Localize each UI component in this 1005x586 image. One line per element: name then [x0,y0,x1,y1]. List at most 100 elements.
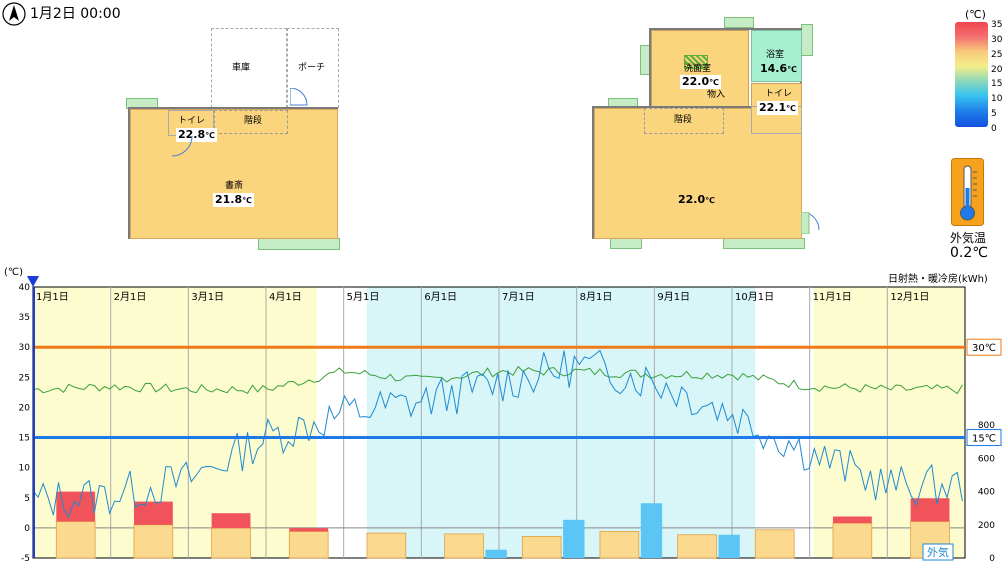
threshold-box [966,338,1002,356]
solar-bar [599,531,640,559]
y-tick-label: 25 [19,373,30,383]
cooling-season-band [366,287,756,558]
deck-bottom-right-f2 [723,238,805,249]
month-label: 4月1日 [269,291,302,303]
annual-chart: 1月1日 2月1日 3月1日 4月1日 5月1日 6月1日 7月1日 8月1日 9月1日 10月1… [19,283,1002,564]
outdoor-temp-line [32,349,963,519]
y-tick-label: 40 [19,283,31,293]
heating-bar [211,513,251,529]
legend-tick: 10 [991,94,1003,105]
washroom-label: 洗面室 [684,64,712,74]
solar-bar [211,527,251,559]
threshold-label: 30℃ [972,343,996,354]
bath-temp: 14.6℃ [760,62,797,75]
y-tick-label: 15 [19,434,30,444]
cooling-bar [485,549,507,558]
heating-bar [832,516,872,524]
solar-bar [288,531,329,559]
month-label: 9月1日 [657,291,690,303]
toilet-f1-temp: 22.8℃ [176,128,217,142]
solar-bar [444,533,484,559]
y-tick-label: 30 [19,343,31,353]
month-label: 7月1日 [502,291,535,303]
solar-bar [832,522,873,559]
month-label: 11月1日 [813,291,852,303]
y2-tick-label: 800 [978,421,995,431]
toilet-door-icon [171,135,194,162]
outdoor-series-label: 外気 [927,545,949,559]
deck-bottom-left-f2 [610,238,642,249]
legend-tick: 0 [991,124,997,134]
legend-tick: 25 [991,49,1003,60]
heating-bar [289,528,329,532]
deck-bottom [258,238,340,250]
storage-label: 物入 [707,90,726,100]
outdoor-series-box [922,543,954,561]
legend-tick: 35 [991,20,1003,30]
outdoor-label: 外気温 [950,231,987,245]
y2-tick-label: 600 [978,454,995,464]
heating-bar [910,498,950,522]
month-label: 3月1日 [191,291,224,303]
stairs-f2-label: 階段 [674,115,693,125]
compass-north-icon [2,2,26,26]
time-slider-handle[interactable] [27,273,39,292]
bath-label: 浴室 [766,50,785,60]
outdoor-temp: 0.2℃ [950,245,988,261]
study-temp: 21.8℃ [213,193,254,207]
y2-tick-label: 0 [989,554,995,564]
washroom-temp: 22.0℃ [680,75,721,89]
y-tick-label: 5 [24,494,30,504]
y2-tick-label: 200 [978,521,995,531]
y-unit-label: (℃) [4,267,24,278]
heating-bar [133,501,173,525]
thermometer-icon [951,158,984,226]
legend-colorbar [955,22,988,127]
legend-unit: (℃) [965,8,986,21]
threshold-box [966,429,1002,447]
washroom-hatch-icon [684,55,708,69]
month-label: 1月1日 [36,291,69,303]
month-label: 8月1日 [580,291,613,303]
solar-bar [133,524,174,559]
solar-bar [677,534,717,559]
toilet-f2-label: トイレ [765,89,793,99]
y2-tick-label: 400 [978,488,995,498]
legend-tick: 15 [991,79,1003,90]
month-label: 5月1日 [347,291,380,303]
toilet-f1-label: トイレ [178,116,206,126]
month-label: 10月1日 [735,291,774,303]
legend-tick: 30 [991,34,1003,45]
y-tick-label: 0 [24,524,30,534]
cooling-bar [640,503,663,558]
garage-label: 車庫 [232,63,251,73]
solar-bar [55,521,96,559]
legend-tick: 5 [991,109,997,120]
stairs-f1-label: 階段 [244,116,263,126]
y2-title: 日射熱・暖冷房(kWh) [888,274,988,285]
porch-door-icon [289,87,308,110]
bathroom [751,30,802,82]
y-tick-label: 10 [19,464,31,474]
legend-tick: 20 [991,64,1003,75]
stairs-room-f1 [214,110,288,134]
toilet-f2-temp: 22.1℃ [757,101,798,115]
y-tick-label: -5 [21,554,30,564]
solar-bar [754,529,795,559]
cooling-bar [563,519,585,558]
threshold-label: 15℃ [972,434,996,445]
solar-bar [366,532,407,559]
datetime-label: 1月2日 00:00 [30,6,121,22]
main-f2-temp: 22.0℃ [678,193,715,206]
balcony-right [801,24,813,56]
y-tick-label: 35 [19,313,30,323]
y-tick-label: 20 [19,403,31,413]
porch-label: ポーチ [298,63,326,73]
stairs-room-f2 [644,108,724,134]
month-label: 6月1日 [424,291,457,303]
month-label: 2月1日 [114,291,147,303]
balcony-top [724,17,754,28]
study-label: 書斎 [225,181,244,191]
cooling-bar [718,534,740,558]
solar-bar [521,536,562,559]
